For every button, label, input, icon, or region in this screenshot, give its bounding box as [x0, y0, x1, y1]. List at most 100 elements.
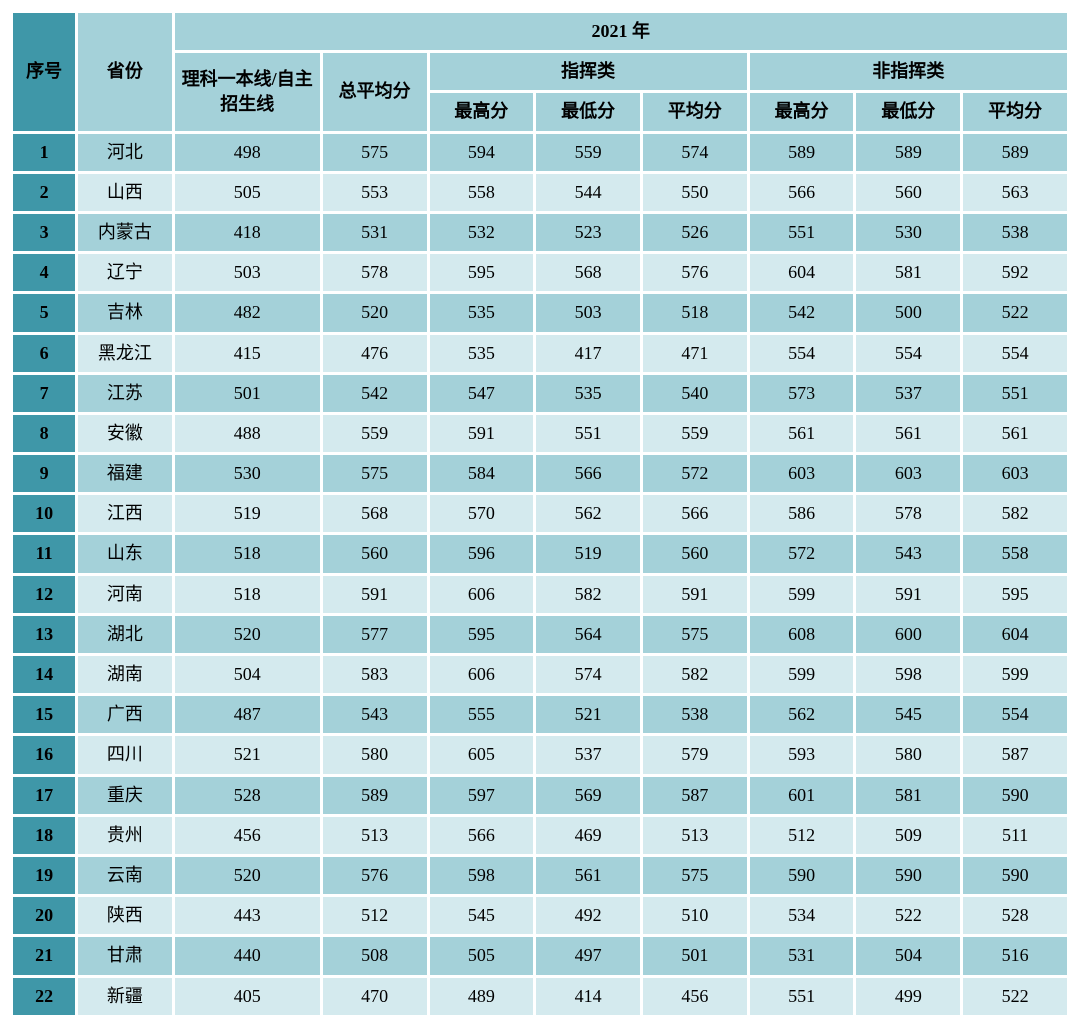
cell-c2-min: 600 — [856, 616, 960, 653]
cell-seq: 19 — [13, 857, 75, 894]
cell-c1-min: 414 — [536, 978, 640, 1015]
cell-avg: 578 — [323, 254, 427, 291]
header-year: 2021 年 — [175, 13, 1067, 50]
cell-c2-avg: 522 — [963, 294, 1067, 331]
cell-avg: 542 — [323, 375, 427, 412]
cell-c2-min: 560 — [856, 174, 960, 211]
cell-c2-avg: 604 — [963, 616, 1067, 653]
cell-c1-avg: 526 — [643, 214, 747, 251]
table-row: 9福建530575584566572603603603 — [13, 455, 1067, 492]
cell-province: 湖南 — [78, 656, 171, 693]
cell-c2-avg: 538 — [963, 214, 1067, 251]
cell-line: 415 — [175, 335, 320, 372]
cell-province: 重庆 — [78, 777, 171, 814]
cell-c2-max: 554 — [750, 335, 854, 372]
cell-avg: 520 — [323, 294, 427, 331]
cell-c1-max: 558 — [430, 174, 534, 211]
cell-c2-min: 590 — [856, 857, 960, 894]
cell-c1-max: 535 — [430, 294, 534, 331]
cell-province: 广西 — [78, 696, 171, 733]
cell-c1-min: 519 — [536, 535, 640, 572]
cell-c1-min: 492 — [536, 897, 640, 934]
cell-c1-min: 497 — [536, 937, 640, 974]
cell-c1-max: 606 — [430, 656, 534, 693]
cell-line: 518 — [175, 535, 320, 572]
cell-c1-avg: 566 — [643, 495, 747, 532]
cell-line: 521 — [175, 736, 320, 773]
cell-avg: 559 — [323, 415, 427, 452]
cell-c1-min: 568 — [536, 254, 640, 291]
cell-seq: 20 — [13, 897, 75, 934]
table-row: 13湖北520577595564575608600604 — [13, 616, 1067, 653]
cell-province: 河南 — [78, 576, 171, 613]
header-seq: 序号 — [13, 13, 75, 131]
table-row: 11山东518560596519560572543558 — [13, 535, 1067, 572]
cell-c2-avg: 516 — [963, 937, 1067, 974]
cell-c2-min: 545 — [856, 696, 960, 733]
cell-avg: 575 — [323, 455, 427, 492]
cell-line: 405 — [175, 978, 320, 1015]
cell-c1-avg: 560 — [643, 535, 747, 572]
cell-c2-min: 522 — [856, 897, 960, 934]
cell-c2-max: 551 — [750, 978, 854, 1015]
cell-avg: 512 — [323, 897, 427, 934]
table-row: 17重庆528589597569587601581590 — [13, 777, 1067, 814]
header-line: 理科一本线/自主招生线 — [175, 53, 320, 130]
cell-c2-min: 504 — [856, 937, 960, 974]
cell-line: 498 — [175, 134, 320, 171]
cell-c2-min: 537 — [856, 375, 960, 412]
table-row: 6黑龙江415476535417471554554554 — [13, 335, 1067, 372]
cell-avg: 560 — [323, 535, 427, 572]
table-row: 7江苏501542547535540573537551 — [13, 375, 1067, 412]
cell-province: 云南 — [78, 857, 171, 894]
cell-c1-max: 489 — [430, 978, 534, 1015]
cell-c1-avg: 559 — [643, 415, 747, 452]
header-cat1: 指挥类 — [430, 53, 747, 90]
cell-seq: 17 — [13, 777, 75, 814]
cell-c2-min: 578 — [856, 495, 960, 532]
table-row: 21甘肃440508505497501531504516 — [13, 937, 1067, 974]
cell-c1-max: 570 — [430, 495, 534, 532]
cell-c2-max: 608 — [750, 616, 854, 653]
cell-c2-avg: 599 — [963, 656, 1067, 693]
cell-c1-min: 544 — [536, 174, 640, 211]
header-avg: 总平均分 — [323, 53, 427, 130]
cell-c1-avg: 579 — [643, 736, 747, 773]
cell-c1-avg: 587 — [643, 777, 747, 814]
table-row: 18贵州456513566469513512509511 — [13, 817, 1067, 854]
cell-seq: 9 — [13, 455, 75, 492]
cell-line: 501 — [175, 375, 320, 412]
cell-c1-max: 555 — [430, 696, 534, 733]
cell-line: 503 — [175, 254, 320, 291]
table-row: 22新疆405470489414456551499522 — [13, 978, 1067, 1015]
cell-c2-max: 603 — [750, 455, 854, 492]
header-c2-min: 最低分 — [856, 93, 960, 130]
cell-seq: 5 — [13, 294, 75, 331]
table-header: 序号 省份 2021 年 理科一本线/自主招生线 总平均分 指挥类 非指挥类 最… — [13, 13, 1067, 131]
cell-c1-avg: 456 — [643, 978, 747, 1015]
cell-c2-max: 604 — [750, 254, 854, 291]
cell-avg: 476 — [323, 335, 427, 372]
cell-c1-min: 417 — [536, 335, 640, 372]
cell-seq: 4 — [13, 254, 75, 291]
cell-province: 陕西 — [78, 897, 171, 934]
cell-c1-min: 503 — [536, 294, 640, 331]
cell-avg: 583 — [323, 656, 427, 693]
cell-c1-max: 547 — [430, 375, 534, 412]
cell-c2-min: 598 — [856, 656, 960, 693]
cell-province: 安徽 — [78, 415, 171, 452]
cell-province: 福建 — [78, 455, 171, 492]
cell-c1-min: 551 — [536, 415, 640, 452]
cell-c2-max: 589 — [750, 134, 854, 171]
table-row: 10江西519568570562566586578582 — [13, 495, 1067, 532]
cell-province: 山西 — [78, 174, 171, 211]
cell-c2-avg: 554 — [963, 696, 1067, 733]
cell-c1-min: 469 — [536, 817, 640, 854]
cell-c1-avg: 582 — [643, 656, 747, 693]
cell-c2-max: 566 — [750, 174, 854, 211]
table-row: 1河北498575594559574589589589 — [13, 134, 1067, 171]
cell-c2-avg: 592 — [963, 254, 1067, 291]
table-row: 3内蒙古418531532523526551530538 — [13, 214, 1067, 251]
cell-c1-max: 597 — [430, 777, 534, 814]
cell-c2-min: 509 — [856, 817, 960, 854]
